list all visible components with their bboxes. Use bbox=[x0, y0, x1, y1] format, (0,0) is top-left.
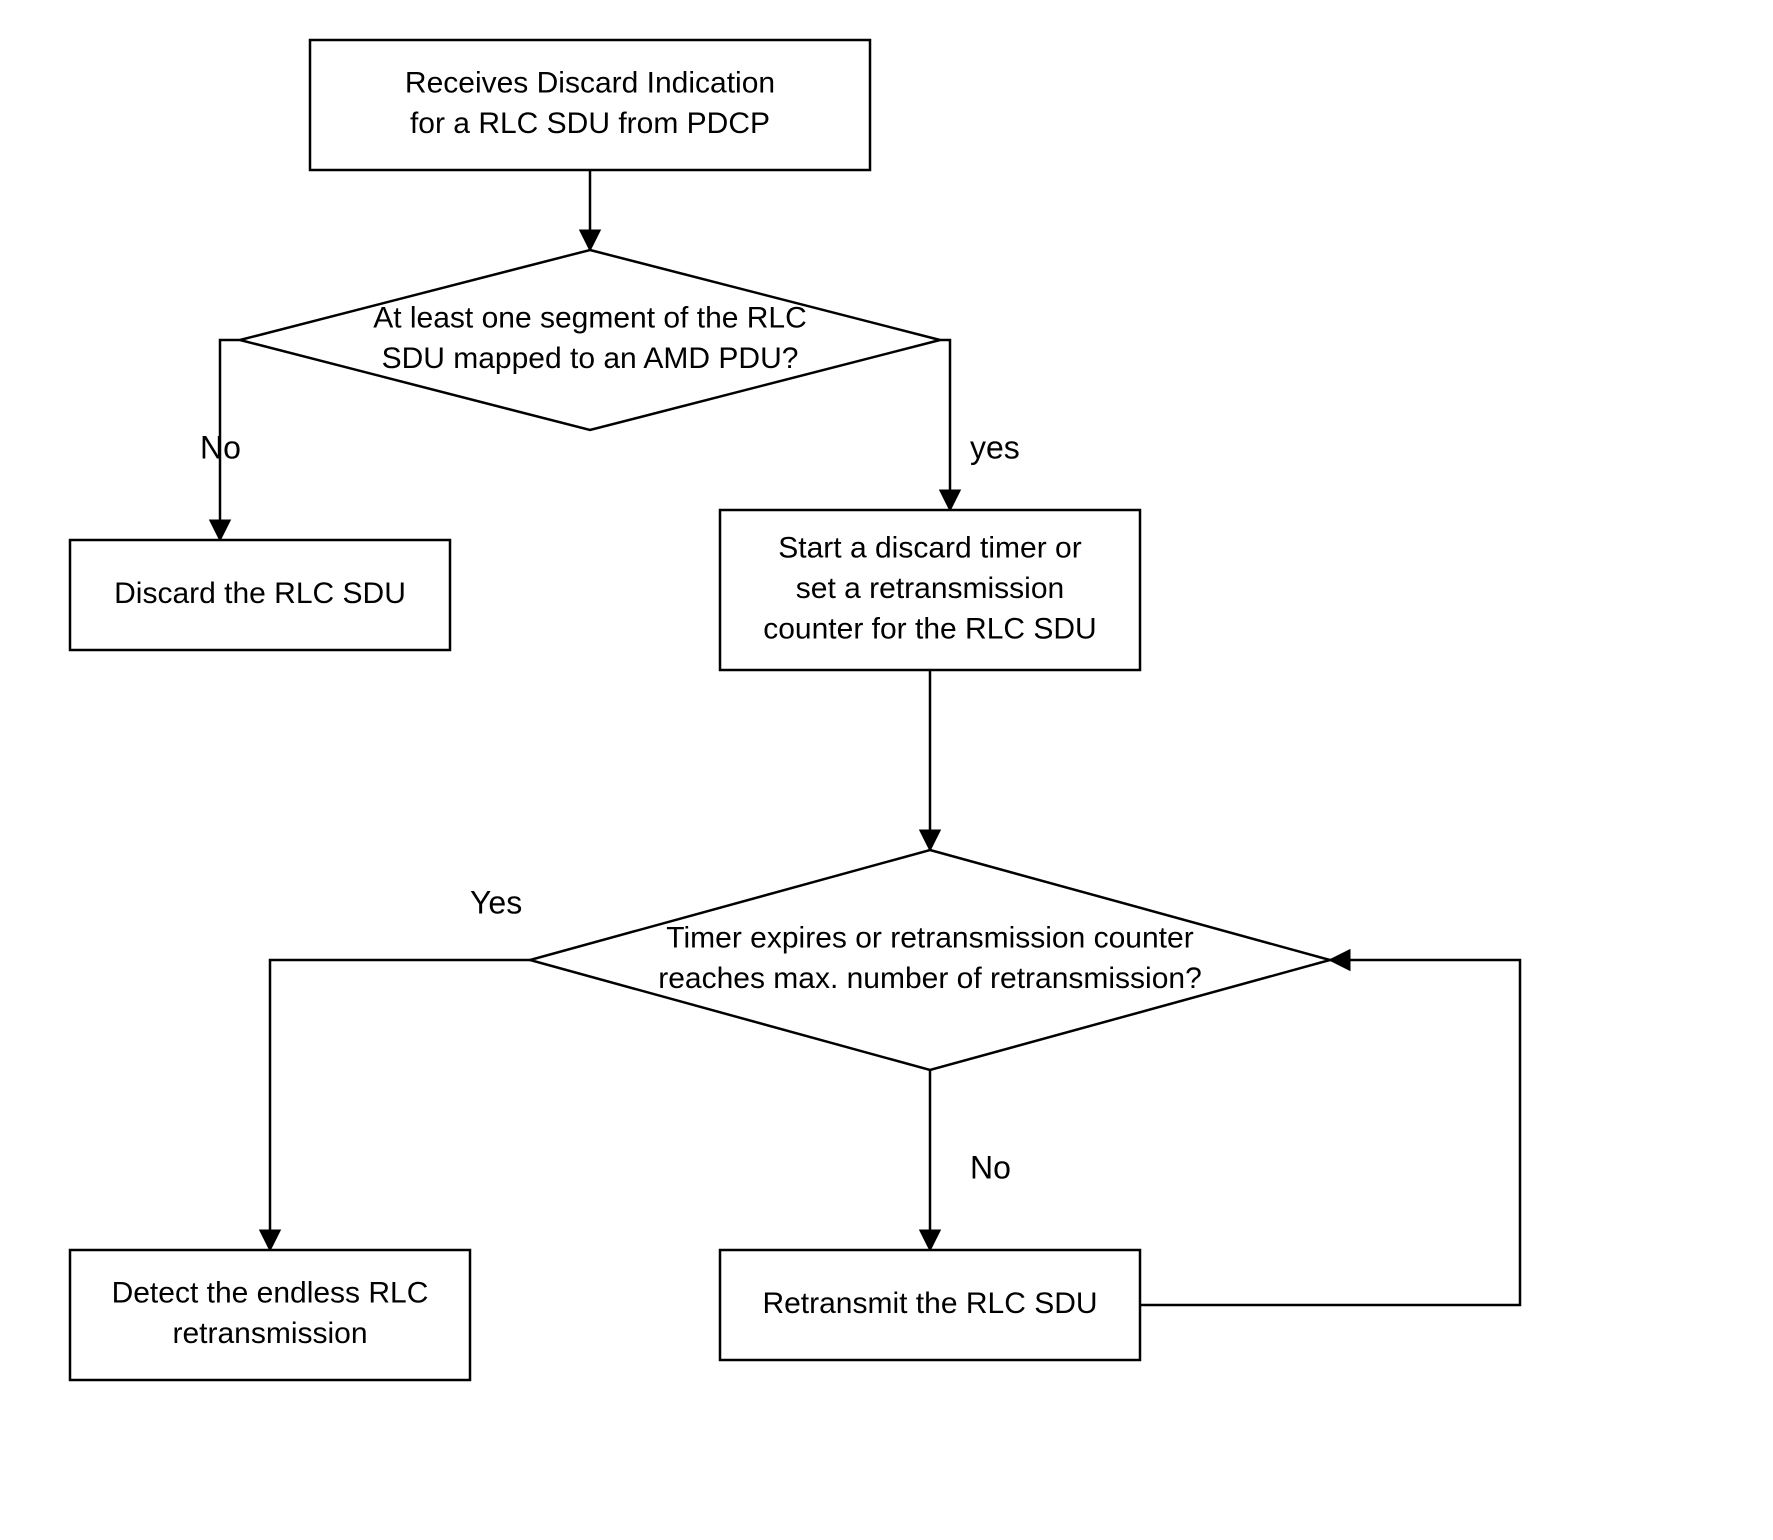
node-start-text-line-1: for a RLC SDU from PDCP bbox=[410, 107, 770, 140]
node-retransmit-text-line-0: Retransmit the RLC SDU bbox=[762, 1287, 1097, 1320]
edge-e5-label: Yes bbox=[470, 884, 522, 920]
node-discard: Discard the RLC SDU bbox=[70, 540, 450, 650]
edge-e5 bbox=[270, 960, 530, 1250]
node-discard-text-line-0: Discard the RLC SDU bbox=[114, 577, 406, 610]
node-decision1-text-line-1: SDU mapped to an AMD PDU? bbox=[382, 342, 799, 375]
node-decision2-text-line-1: reaches max. number of retransmission? bbox=[658, 962, 1202, 995]
node-decision2-text-line-0: Timer expires or retransmission counter bbox=[666, 922, 1193, 955]
node-detect-text-line-1: retransmission bbox=[172, 1317, 367, 1350]
node-start_timer-text-line-1: set a retransmission bbox=[796, 572, 1064, 605]
node-start_timer-text-line-2: counter for the RLC SDU bbox=[763, 612, 1096, 645]
node-decision1: At least one segment of the RLC SDU mappe… bbox=[240, 250, 940, 430]
node-decision1-text-line-0: At least one segment of the RLC bbox=[373, 302, 807, 335]
node-detect: Detect the endless RLC retransmission bbox=[70, 1250, 470, 1380]
node-start_timer-text-line-0: Start a discard timer or bbox=[778, 531, 1081, 564]
edge-e2-label: No bbox=[200, 429, 241, 465]
edge-e7 bbox=[1140, 960, 1520, 1305]
edge-e3 bbox=[940, 340, 950, 510]
node-detect-text-line-0: Detect the endless RLC bbox=[112, 1277, 429, 1310]
node-start: Receives Discard Indication for a RLC SDU… bbox=[310, 40, 870, 170]
node-retransmit: Retransmit the RLC SDU bbox=[720, 1250, 1140, 1360]
node-start-shape bbox=[310, 40, 870, 170]
node-decision1-shape bbox=[240, 250, 940, 430]
node-start_timer: Start a discard timer or set a retransmis… bbox=[720, 510, 1140, 670]
node-decision2: Timer expires or retransmission counter r… bbox=[530, 850, 1330, 1070]
node-decision2-shape bbox=[530, 850, 1330, 1070]
edge-e6-label: No bbox=[970, 1149, 1011, 1185]
node-detect-shape bbox=[70, 1250, 470, 1380]
node-start-text-line-0: Receives Discard Indication bbox=[405, 67, 775, 100]
edge-e3-label: yes bbox=[970, 429, 1020, 465]
